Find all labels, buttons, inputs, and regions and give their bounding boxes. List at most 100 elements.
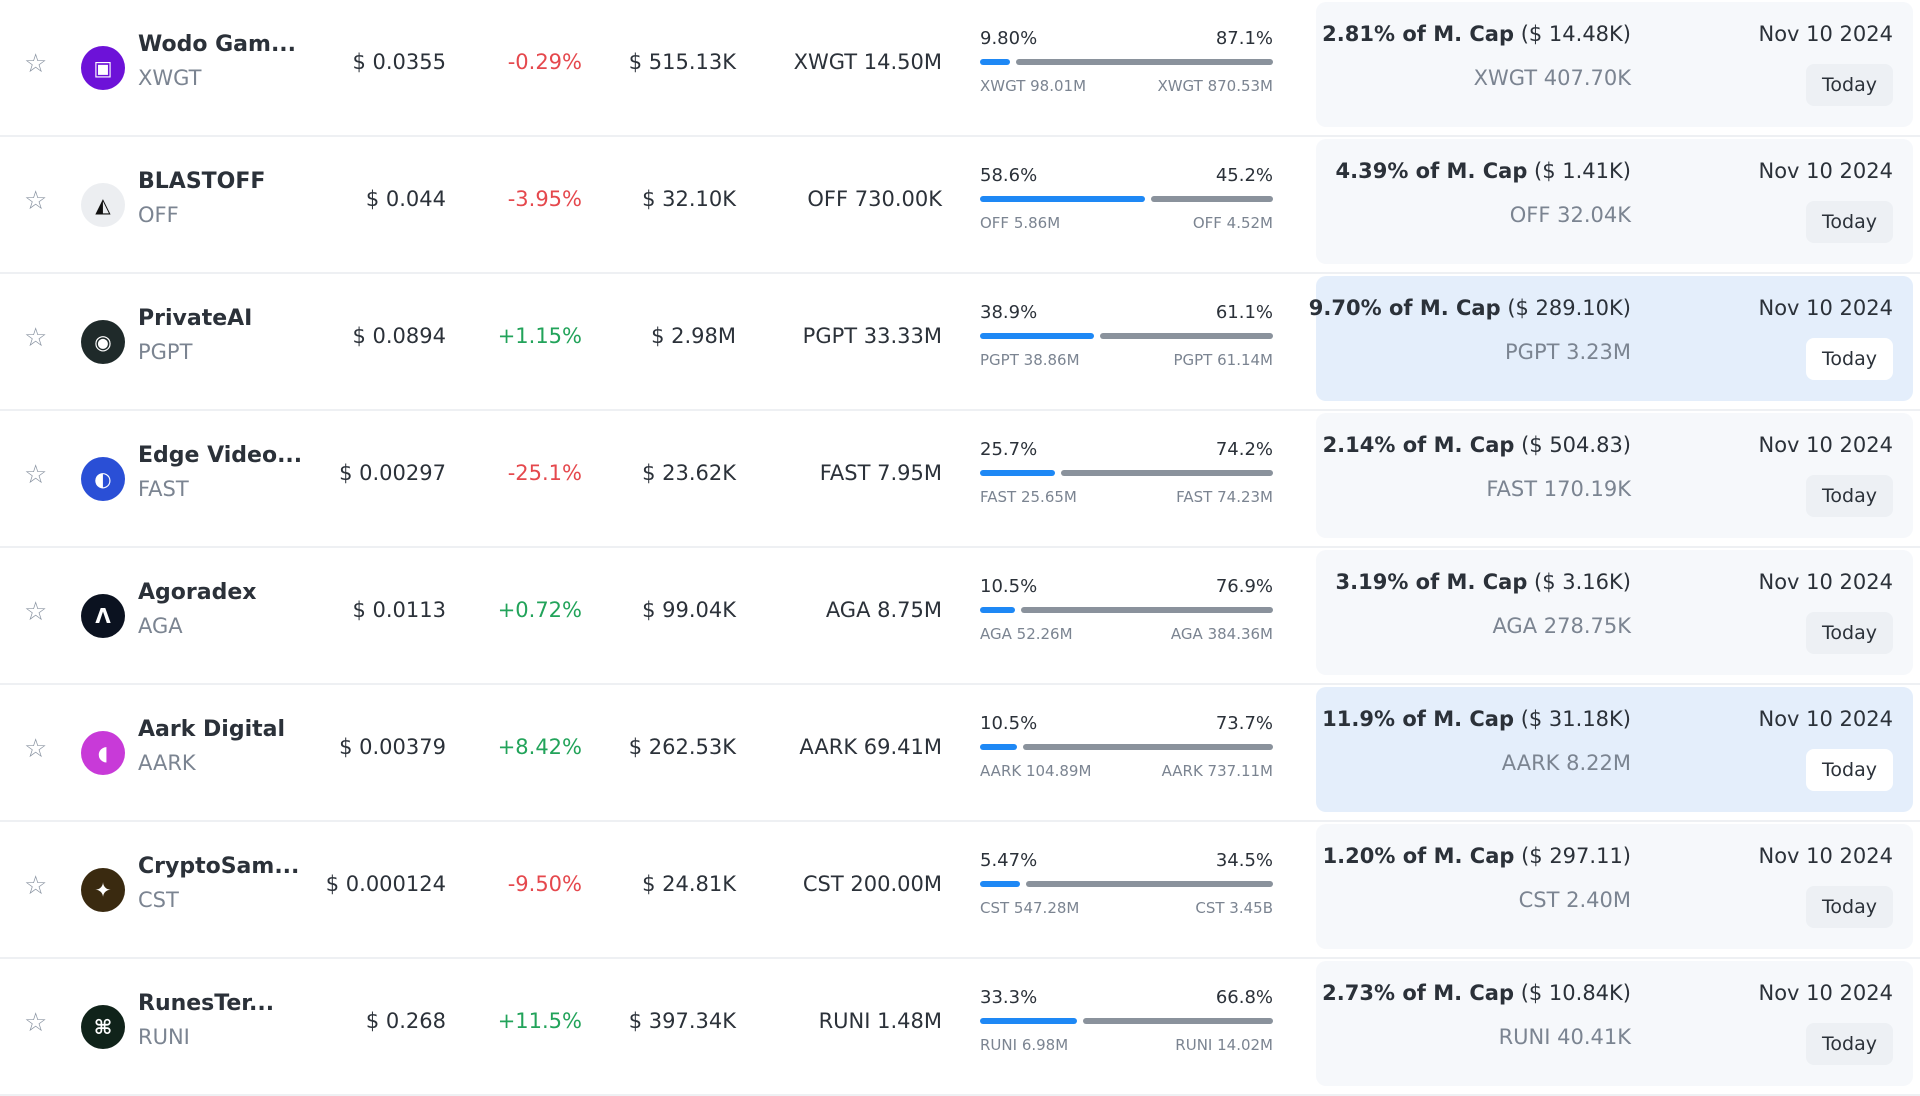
next-unlock-card[interactable]: 11.9% of M. Cap ($ 31.18K) AARK 8.22M No… (1316, 687, 1913, 812)
table-row[interactable]: ☆ ◉ PrivateAI PGPT $ 0.0894 +1.15% $ 2.9… (0, 274, 1920, 411)
token-name[interactable]: Wodo Gam... (138, 32, 297, 57)
token-name[interactable]: Aark Digital (138, 717, 286, 742)
volume: $ 515.13K (628, 50, 736, 74)
table-row[interactable]: ☆ ▣ Wodo Gam... XWGT $ 0.0355 -0.29% $ 5… (0, 0, 1920, 137)
locked-percent: 45.2% (1215, 165, 1273, 186)
today-button[interactable]: Today (1806, 201, 1893, 243)
next-unlock-card[interactable]: 4.39% of M. Cap ($ 1.41K) OFF 32.04K Nov… (1316, 139, 1913, 264)
market-cap-percent: 4.39% of M. Cap (1335, 159, 1528, 183)
next-unlock-card[interactable]: 2.73% of M. Cap ($ 10.84K) RUNI 40.41K N… (1316, 961, 1913, 1086)
market-cap-percent: 2.81% of M. Cap (1322, 22, 1514, 46)
table-row[interactable]: ☆ ◐ Edge Video... FAST $ 0.00297 -25.1% … (0, 411, 1920, 548)
locked-amount: AARK 737.11M (1161, 762, 1273, 780)
price: $ 0.268 (365, 1009, 446, 1033)
unlocked-amount: AARK 104.89M (980, 762, 1092, 780)
locked-amount: RUNI 14.02M (1175, 1036, 1273, 1054)
unlocked-bar (980, 744, 1017, 750)
market-cap-percent: 2.73% of M. Cap (1322, 981, 1514, 1005)
unlocked-percent: 5.47% (980, 850, 1038, 871)
next-unlock-card[interactable]: 1.20% of M. Cap ($ 297.11) CST 2.40M Nov… (1316, 824, 1913, 949)
unlock-token-amount: XWGT 407.70K (1473, 66, 1631, 90)
locked-bar (1022, 744, 1273, 750)
price: $ 0.00379 (339, 735, 446, 759)
unlock-date: Nov 10 2024 (1758, 433, 1893, 457)
unlock-progress: 38.9% 61.1% PGPT 38.86M PGPT 61.14M (980, 302, 1273, 369)
unlock-market-cap-share: 2.14% of M. Cap ($ 504.83) (1323, 433, 1631, 457)
unlock-token-amount: CST 2.40M (1518, 888, 1631, 912)
price-change: -25.1% (507, 461, 582, 485)
token-symbol: CST (138, 888, 179, 912)
today-button[interactable]: Today (1806, 886, 1893, 928)
today-button[interactable]: Today (1806, 612, 1893, 654)
unlocked-amount: AGA 52.26M (980, 625, 1073, 643)
unlock-date: Nov 10 2024 (1758, 844, 1893, 868)
unlock-market-cap-share: 2.73% of M. Cap ($ 10.84K) (1322, 981, 1631, 1005)
unlock-progress: 25.7% 74.2% FAST 25.65M FAST 74.23M (980, 439, 1273, 506)
circulating-supply: OFF 730.00K (807, 187, 942, 211)
unlock-progress: 10.5% 76.9% AGA 52.26M AGA 384.36M (980, 576, 1273, 643)
next-unlock-card[interactable]: 2.81% of M. Cap ($ 14.48K) XWGT 407.70K … (1316, 2, 1913, 127)
token-symbol: PGPT (138, 340, 193, 364)
today-button[interactable]: Today (1806, 475, 1893, 517)
unlocked-bar (980, 470, 1056, 476)
locked-percent: 76.9% (1215, 576, 1273, 597)
market-cap-percent: 2.14% of M. Cap (1322, 433, 1515, 457)
market-cap-percent: 1.20% of M. Cap (1322, 844, 1515, 868)
unlock-progress: 58.6% 45.2% OFF 5.86M OFF 4.52M (980, 165, 1273, 232)
today-button[interactable]: Today (1806, 338, 1893, 380)
unlock-token-amount: OFF 32.04K (1509, 203, 1631, 227)
next-unlock-card[interactable]: 2.14% of M. Cap ($ 504.83) FAST 170.19K … (1316, 413, 1913, 538)
table-row[interactable]: ☆ Λ Agoradex AGA $ 0.0113 +0.72% $ 99.04… (0, 548, 1920, 685)
table-row[interactable]: ☆ ◭ BLASTOFF OFF $ 0.044 -3.95% $ 32.10K… (0, 137, 1920, 274)
token-name[interactable]: Edge Video... (138, 443, 303, 468)
agoradex-logo-icon: Λ (81, 594, 125, 638)
token-name[interactable]: PrivateAI (138, 306, 253, 331)
unlock-usd-value: ($ 1.41K) (1534, 159, 1631, 183)
unlocked-percent: 10.5% (980, 713, 1038, 734)
today-button[interactable]: Today (1806, 1023, 1893, 1065)
locked-bar (1015, 59, 1273, 65)
table-row[interactable]: ☆ ✦ CryptoSam... CST $ 0.000124 -9.50% $… (0, 822, 1920, 959)
unlock-date: Nov 10 2024 (1758, 159, 1893, 183)
unlocked-percent: 58.6% (980, 165, 1038, 186)
circulating-supply: AARK 69.41M (799, 735, 942, 759)
next-unlock-card[interactable]: 3.19% of M. Cap ($ 3.16K) AGA 278.75K No… (1316, 550, 1913, 675)
today-button[interactable]: Today (1806, 64, 1893, 106)
unlocked-bar (980, 59, 1010, 65)
star-icon[interactable]: ☆ (24, 323, 48, 353)
locked-bar (1099, 333, 1273, 339)
star-icon[interactable]: ☆ (24, 1008, 48, 1038)
wodo-logo-icon: ▣ (81, 46, 125, 90)
cryptosamurai-logo-icon: ✦ (81, 868, 125, 912)
unlock-market-cap-share: 4.39% of M. Cap ($ 1.41K) (1336, 159, 1631, 183)
token-name[interactable]: CryptoSam... (138, 854, 300, 879)
unlock-market-cap-share: 9.70% of M. Cap ($ 289.10K) (1309, 296, 1631, 320)
star-icon[interactable]: ☆ (24, 871, 48, 901)
table-row[interactable]: ☆ ⌘ RunesTer... RUNI $ 0.268 +11.5% $ 39… (0, 959, 1920, 1096)
unlock-date: Nov 10 2024 (1758, 570, 1893, 594)
star-icon[interactable]: ☆ (24, 49, 48, 79)
token-name[interactable]: Agoradex (138, 580, 257, 605)
token-name[interactable]: BLASTOFF (138, 169, 266, 194)
locked-amount: AGA 384.36M (1170, 625, 1273, 643)
next-unlock-card[interactable]: 9.70% of M. Cap ($ 289.10K) PGPT 3.23M N… (1309, 276, 1913, 401)
star-icon[interactable]: ☆ (24, 734, 48, 764)
unlocked-percent: 33.3% (980, 987, 1038, 1008)
locked-percent: 74.2% (1215, 439, 1273, 460)
volume: $ 262.53K (628, 735, 736, 759)
star-icon[interactable]: ☆ (24, 460, 48, 490)
token-name[interactable]: RunesTer... (138, 991, 275, 1016)
price-change: -3.95% (507, 187, 582, 211)
unlock-market-cap-share: 11.9% of M. Cap ($ 31.18K) (1322, 707, 1631, 731)
today-button[interactable]: Today (1806, 749, 1893, 791)
unlocked-bar (980, 1018, 1078, 1024)
star-icon[interactable]: ☆ (24, 597, 48, 627)
unlocked-percent: 38.9% (980, 302, 1038, 323)
price-change: +11.5% (497, 1009, 582, 1033)
star-icon[interactable]: ☆ (24, 186, 48, 216)
market-cap-percent: 11.9% of M. Cap (1322, 707, 1514, 731)
locked-amount: XWGT 870.53M (1157, 77, 1273, 95)
table-row[interactable]: ☆ ◖ Aark Digital AARK $ 0.00379 +8.42% $… (0, 685, 1920, 822)
unlocked-bar (980, 196, 1146, 202)
locked-percent: 66.8% (1215, 987, 1273, 1008)
